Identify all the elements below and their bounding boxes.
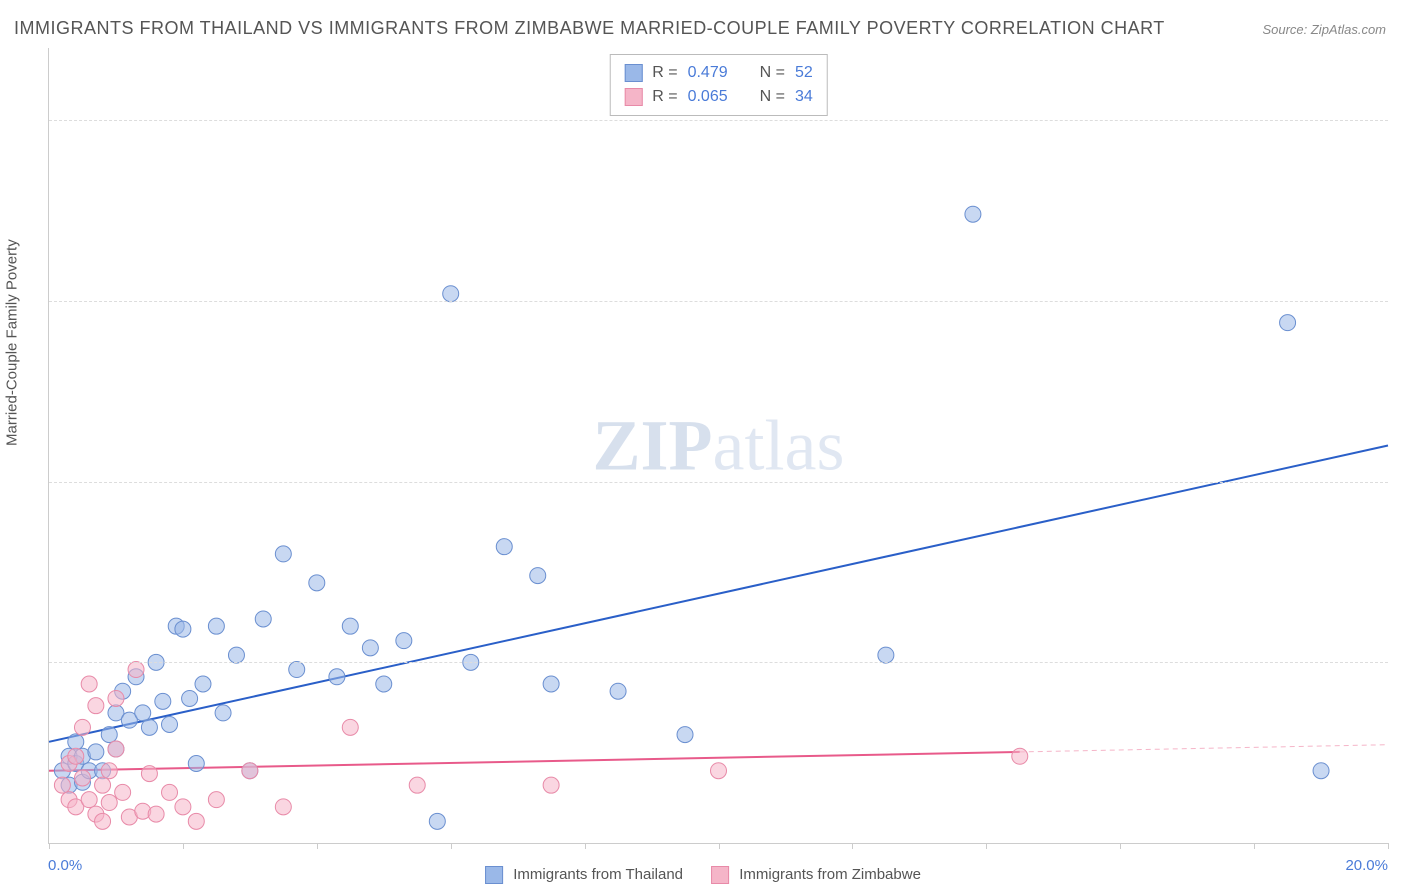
bottom-legend: Immigrants from Thailand Immigrants from… [485, 866, 921, 884]
stats-r-value-1: 0.479 [688, 61, 728, 85]
x-tick [317, 843, 318, 849]
stats-n-label-2: N = [760, 85, 785, 109]
stats-swatch-zimbabwe [624, 88, 642, 106]
stats-r-label-2: R = [652, 85, 677, 109]
x-tick [1388, 843, 1389, 849]
source-attribution: Source: ZipAtlas.com [1262, 22, 1386, 37]
x-tick [719, 843, 720, 849]
x-tick [852, 843, 853, 849]
legend-swatch-zimbabwe [711, 866, 729, 884]
legend-item-thailand: Immigrants from Thailand [485, 866, 683, 884]
scatter-svg [49, 48, 1388, 843]
y-tick-label: 50.0% [1396, 112, 1406, 129]
x-axis-max-label: 20.0% [1345, 857, 1388, 874]
stats-n-value-2: 34 [795, 85, 813, 109]
stats-swatch-thailand [624, 64, 642, 82]
x-tick [585, 843, 586, 849]
legend-label-thailand: Immigrants from Thailand [513, 866, 683, 883]
x-tick [183, 843, 184, 849]
x-tick [1120, 843, 1121, 849]
x-tick [451, 843, 452, 849]
y-tick-label: 12.5% [1396, 654, 1406, 671]
legend-swatch-thailand [485, 866, 503, 884]
gridline [49, 301, 1388, 302]
x-tick [49, 843, 50, 849]
stats-n-value-1: 52 [795, 61, 813, 85]
gridline [49, 120, 1388, 121]
correlation-stats-box: R = 0.479 N = 52 R = 0.065 N = 34 [609, 54, 828, 116]
y-axis-label: Married-Couple Family Poverty [4, 239, 21, 446]
gridline [49, 482, 1388, 483]
stats-n-label-1: N = [760, 61, 785, 85]
stats-r-value-2: 0.065 [688, 85, 728, 109]
plot-area: ZIPatlas R = 0.479 N = 52 R = 0.065 N = … [48, 48, 1388, 844]
gridline [49, 662, 1388, 663]
x-tick [1254, 843, 1255, 849]
stats-row-thailand: R = 0.479 N = 52 [624, 61, 813, 85]
x-tick [986, 843, 987, 849]
y-tick-label: 25.0% [1396, 473, 1406, 490]
stats-r-label-1: R = [652, 61, 677, 85]
legend-label-zimbabwe: Immigrants from Zimbabwe [739, 866, 921, 883]
legend-item-zimbabwe: Immigrants from Zimbabwe [711, 866, 921, 884]
x-axis-min-label: 0.0% [48, 857, 82, 874]
y-tick-label: 37.5% [1396, 292, 1406, 309]
chart-title: IMMIGRANTS FROM THAILAND VS IMMIGRANTS F… [14, 18, 1165, 39]
stats-row-zimbabwe: R = 0.065 N = 34 [624, 85, 813, 109]
